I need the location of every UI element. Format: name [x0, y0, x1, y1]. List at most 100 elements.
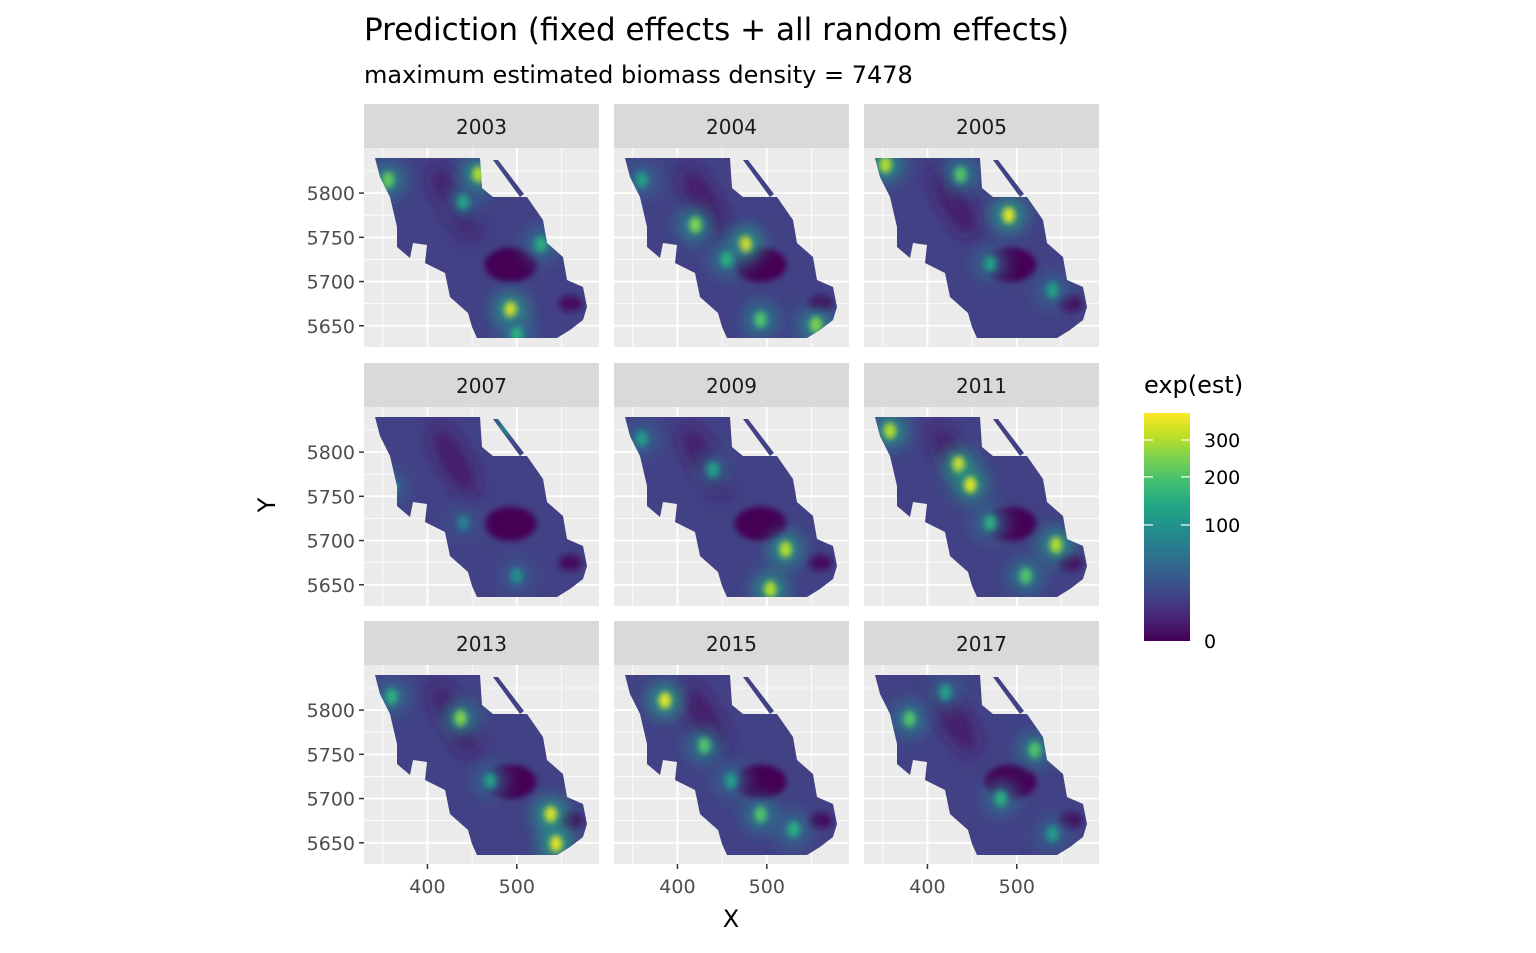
low-density-area	[681, 166, 727, 238]
facet-strip-label: 2007	[456, 374, 507, 398]
facet-strip-label: 2004	[706, 115, 757, 139]
facet-2011: 2011	[864, 363, 1099, 606]
facet-2004: 2004	[614, 104, 849, 347]
density-hotspot	[787, 821, 800, 838]
density-hotspot	[457, 193, 470, 210]
density-hotspot	[779, 541, 792, 558]
density-hotspot	[754, 806, 767, 823]
density-hotspot	[1046, 282, 1059, 299]
x-tick-label: 500	[999, 876, 1035, 898]
facet-strip	[614, 363, 849, 407]
y-tick-label: 5750	[307, 744, 355, 766]
legend-title: exp(est)	[1144, 371, 1243, 399]
density-hotspot	[1046, 825, 1059, 842]
density-hotspot	[739, 236, 752, 253]
facet-panels: 2003 5650 5700 5750 5800 2004 2005 2007 5650 5700…	[307, 104, 1099, 898]
facet-strip	[864, 621, 1099, 665]
density-hotspot	[382, 171, 395, 188]
density-hotspot	[1050, 536, 1063, 553]
low-density-area	[1058, 554, 1083, 571]
facet-2005: 2005	[864, 104, 1099, 347]
density-hotspot	[994, 790, 1007, 807]
low-density-area	[808, 295, 833, 312]
low-density-area	[734, 764, 787, 799]
facet-strip-label: 2013	[456, 632, 507, 656]
density-hotspot	[635, 430, 648, 447]
facet-strip-label: 2005	[956, 115, 1007, 139]
x-tick-label: 500	[499, 876, 535, 898]
density-hotspot	[510, 326, 523, 338]
y-axis-title: Y	[253, 497, 281, 513]
x-tick-label: 500	[749, 876, 785, 898]
density-hotspot	[454, 710, 467, 727]
density-hotspot	[809, 316, 822, 333]
density-hotspot	[635, 171, 648, 188]
density-hotspot	[954, 166, 967, 183]
facet-strip	[364, 621, 599, 665]
facet-strip	[614, 621, 849, 665]
facet-strip	[864, 104, 1099, 148]
density-hotspot	[983, 514, 996, 531]
y-tick-label: 5700	[307, 789, 355, 811]
y-tick-label: 5700	[307, 531, 355, 553]
x-tick-label: 400	[659, 876, 695, 898]
low-density-area	[558, 554, 583, 571]
legend-tick-label: 100	[1204, 515, 1240, 537]
facet-strip-label: 2015	[706, 632, 757, 656]
x-axis-title: X	[723, 905, 739, 933]
density-hotspot	[720, 251, 733, 268]
density-hotspot	[1002, 207, 1015, 224]
y-tick-label: 5800	[307, 442, 355, 464]
y-tick-label: 5750	[307, 227, 355, 249]
density-hotspot	[707, 461, 720, 478]
facet-2015: 2015 400 500	[614, 621, 849, 898]
low-density-area	[558, 295, 583, 312]
legend-tick-label: 300	[1204, 430, 1240, 452]
low-density-area	[431, 425, 477, 497]
density-hotspot	[725, 772, 738, 789]
y-tick-label: 5650	[307, 316, 355, 338]
x-tick-label: 400	[409, 876, 445, 898]
density-hotspot	[385, 688, 398, 705]
facet-2003: 2003 5650 5700 5750 5800	[307, 104, 599, 347]
density-hotspot	[764, 581, 777, 597]
facet-strip	[364, 104, 599, 148]
density-hotspot	[952, 456, 965, 473]
facet-2009: 2009	[614, 363, 849, 606]
density-hotspot	[504, 301, 517, 318]
low-density-area	[484, 247, 537, 282]
legend-colorbar	[1144, 413, 1190, 641]
density-hotspot	[1019, 567, 1032, 584]
density-hotspot	[544, 806, 557, 823]
density-hotspot	[754, 311, 767, 328]
low-density-area	[808, 812, 833, 829]
legend-tick-label: 0	[1204, 631, 1216, 653]
facet-2007: 2007 5650 5700 5750 5800	[307, 363, 599, 606]
density-hotspot	[550, 835, 563, 852]
density-hotspot	[483, 772, 496, 789]
low-density-area	[808, 554, 833, 571]
facet-strip-label: 2003	[456, 115, 507, 139]
density-hotspot	[879, 158, 892, 173]
y-tick-label: 5800	[307, 700, 355, 722]
density-hotspot	[983, 255, 996, 272]
density-hotspot	[903, 710, 916, 727]
y-tick-label: 5700	[307, 272, 355, 294]
density-hotspot	[964, 476, 977, 493]
color-legend: exp(est) 0 100 200 300	[1144, 371, 1243, 653]
low-density-area	[484, 506, 537, 541]
facet-strip	[864, 363, 1099, 407]
density-hotspot	[698, 737, 711, 754]
facet-2017: 2017 400 500	[864, 621, 1099, 898]
low-density-area	[931, 166, 977, 238]
legend-tick-label: 200	[1204, 467, 1240, 489]
density-hotspot	[510, 567, 523, 584]
facet-strip-label: 2017	[956, 632, 1007, 656]
y-tick-label: 5800	[307, 183, 355, 205]
facet-strip	[364, 363, 599, 407]
facet-strip	[614, 104, 849, 148]
density-hotspot	[534, 236, 547, 253]
chart-title: Prediction (fixed effects + all random e…	[364, 12, 1069, 48]
y-tick-label: 5650	[307, 575, 355, 597]
